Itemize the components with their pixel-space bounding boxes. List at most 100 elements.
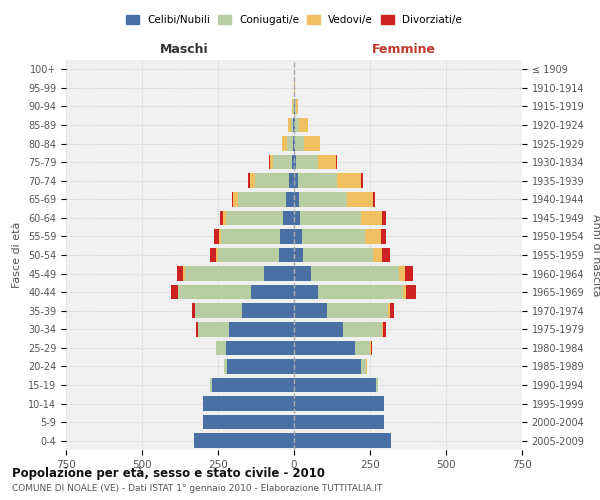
Bar [218, 229, 221, 244]
Bar [279, 248, 294, 262]
Bar [294, 359, 361, 374]
Bar [294, 396, 383, 411]
Bar [347, 192, 373, 206]
Bar [224, 359, 227, 374]
Bar [382, 210, 386, 225]
Bar [183, 266, 185, 281]
Bar [217, 340, 226, 355]
Bar [293, 118, 294, 132]
Bar [198, 322, 229, 336]
Bar [403, 285, 406, 300]
Bar [263, 266, 294, 281]
Text: Popolazione per età, sesso e stato civile - 2010: Popolazione per età, sesso e stato civil… [12, 468, 325, 480]
Bar [294, 266, 311, 281]
Bar [177, 266, 183, 281]
Bar [383, 396, 384, 411]
Bar [242, 304, 294, 318]
Y-axis label: Fasce di età: Fasce di età [13, 222, 22, 288]
Bar [286, 192, 294, 206]
Bar [255, 174, 289, 188]
Bar [295, 136, 304, 151]
Bar [390, 304, 394, 318]
Bar [361, 210, 382, 225]
Bar [293, 136, 294, 151]
Bar [195, 304, 242, 318]
Bar [382, 322, 383, 336]
Bar [294, 340, 355, 355]
Bar [406, 285, 416, 300]
Bar [196, 322, 198, 336]
Bar [337, 174, 361, 188]
Bar [191, 304, 194, 318]
Bar [295, 118, 299, 132]
Bar [365, 229, 380, 244]
Bar [405, 266, 413, 281]
Bar [274, 155, 292, 170]
Bar [251, 285, 294, 300]
Bar [218, 248, 279, 262]
Bar [294, 192, 299, 206]
Bar [399, 266, 405, 281]
Bar [294, 304, 328, 318]
Bar [250, 174, 255, 188]
Bar [294, 378, 376, 392]
Bar [214, 229, 218, 244]
Bar [220, 210, 223, 225]
Bar [292, 155, 294, 170]
Bar [292, 99, 293, 114]
Bar [303, 248, 373, 262]
Bar [380, 229, 386, 244]
Bar [223, 210, 226, 225]
Bar [294, 322, 343, 336]
Bar [172, 285, 178, 300]
Bar [318, 155, 336, 170]
Bar [311, 266, 399, 281]
Bar [178, 285, 251, 300]
Bar [319, 285, 403, 300]
Bar [298, 174, 337, 188]
Bar [294, 155, 296, 170]
Bar [300, 210, 361, 225]
Bar [328, 304, 388, 318]
Bar [382, 248, 390, 262]
Bar [217, 248, 218, 262]
Text: COMUNE DI NOALE (VE) - Dati ISTAT 1° gennaio 2010 - Elaborazione TUTTITALIA.IT: COMUNE DI NOALE (VE) - Dati ISTAT 1° gen… [12, 484, 382, 493]
Bar [336, 155, 337, 170]
Bar [383, 322, 386, 336]
Bar [221, 229, 280, 244]
Bar [203, 415, 294, 430]
Bar [269, 155, 274, 170]
Bar [288, 118, 291, 132]
Legend: Celibi/Nubili, Coniugati/e, Vedovi/e, Divorziati/e: Celibi/Nubili, Coniugati/e, Vedovi/e, Di… [122, 10, 466, 29]
Bar [294, 99, 295, 114]
Bar [226, 210, 283, 225]
Bar [295, 99, 296, 114]
Bar [280, 229, 294, 244]
Bar [370, 340, 371, 355]
Bar [212, 378, 294, 392]
Bar [373, 248, 382, 262]
Bar [294, 248, 303, 262]
Bar [294, 229, 302, 244]
Bar [294, 136, 295, 151]
Bar [283, 136, 287, 151]
Y-axis label: Anni di nascita: Anni di nascita [591, 214, 600, 296]
Bar [294, 434, 391, 448]
Bar [355, 340, 370, 355]
Bar [283, 210, 294, 225]
Bar [294, 174, 298, 188]
Bar [294, 415, 383, 430]
Bar [304, 136, 320, 151]
Bar [296, 99, 298, 114]
Bar [361, 359, 367, 374]
Text: Maschi: Maschi [160, 44, 209, 57]
Bar [227, 359, 294, 374]
Bar [233, 192, 238, 206]
Bar [211, 248, 217, 262]
Bar [185, 266, 263, 281]
Bar [343, 322, 382, 336]
Bar [229, 322, 294, 336]
Bar [194, 304, 195, 318]
Text: Femmine: Femmine [371, 44, 436, 57]
Bar [287, 136, 293, 151]
